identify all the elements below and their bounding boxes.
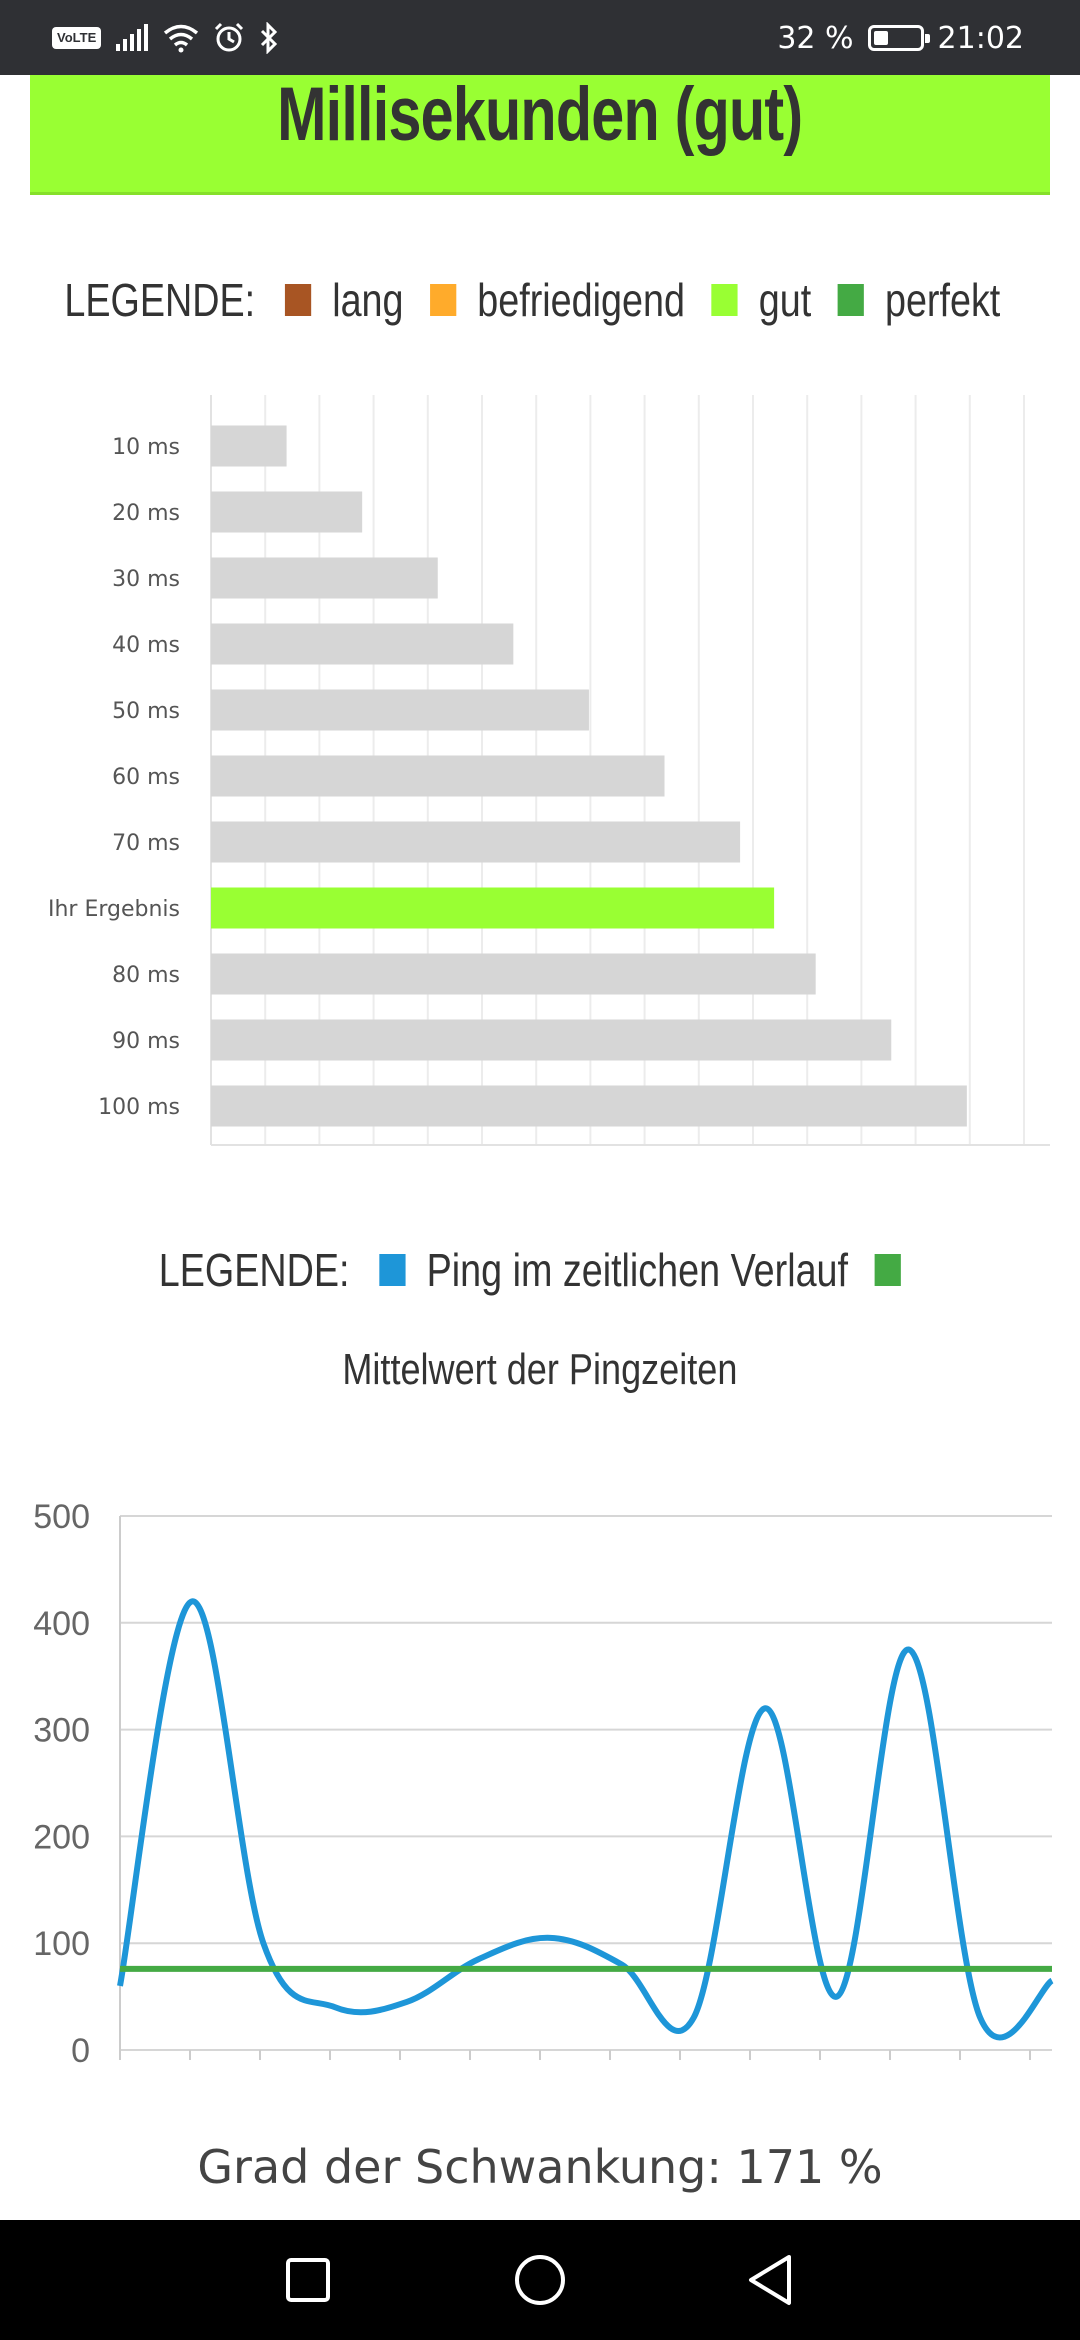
bar-category-label: 20 ms bbox=[112, 501, 180, 526]
ping-series-line bbox=[117, 1598, 1054, 2041]
alarm-icon bbox=[215, 22, 244, 52]
bar-category-label: 10 ms bbox=[112, 435, 180, 460]
bar-category-label: 80 ms bbox=[112, 963, 180, 988]
bar bbox=[211, 425, 287, 467]
legend2-swatch-1 bbox=[873, 1254, 901, 1286]
legend1-swatch-2 bbox=[711, 284, 738, 316]
line-chart: 0 100 200 300 400 500 bbox=[0, 1460, 1080, 2080]
legend-title: LEGENDE: bbox=[158, 1244, 350, 1296]
bar bbox=[211, 491, 363, 533]
bar bbox=[211, 1019, 892, 1061]
bar-chart-legend: LEGENDE: lang befriedigend gut perfekt bbox=[0, 265, 1080, 335]
status-icons-left: VoLTE bbox=[52, 18, 279, 58]
legend2-label-0: Ping im zeitlichen Verlauf bbox=[426, 1244, 848, 1296]
recent-apps-button[interactable] bbox=[278, 2250, 338, 2310]
bar-chart-legend-items: LEGENDE: lang befriedigend gut perfekt bbox=[65, 273, 1016, 327]
legend1-label-1: befriedigend bbox=[477, 274, 686, 326]
legend1-swatch-0 bbox=[284, 284, 312, 316]
result-banner: Millisekunden (gut) bbox=[30, 75, 1050, 195]
legend-title: LEGENDE: bbox=[64, 274, 256, 326]
bar-chart-svg: 10 ms 20 ms 30 ms 40 ms 50 ms 60 ms 70 ms Ihr E… bbox=[48, 395, 1050, 1146]
status-bar: VoLTE 32 % 21:02 bbox=[0, 0, 1080, 75]
y-tick-label: 300 bbox=[33, 1712, 90, 1750]
legend2-swatch-0 bbox=[378, 1254, 405, 1286]
bar bbox=[211, 1085, 967, 1127]
triangle-back-icon bbox=[749, 2255, 791, 2305]
bar-category-label: 50 ms bbox=[112, 699, 180, 724]
back-button[interactable] bbox=[740, 2250, 800, 2310]
status-icons-right: 32 % 21:02 bbox=[777, 18, 1024, 58]
bar-category-label: 100 ms bbox=[98, 1095, 180, 1120]
bar bbox=[211, 689, 589, 731]
y-tick-label: 200 bbox=[33, 1818, 90, 1856]
line-chart-title-text: Mittelwert der Pingzeiten bbox=[342, 1345, 738, 1394]
bar-category-label: 40 ms bbox=[112, 633, 180, 658]
line-chart-legend-items: LEGENDE: Ping im zeitlichen Verlauf bbox=[158, 1243, 921, 1297]
navigation-bar bbox=[0, 2220, 1080, 2340]
line-chart-legend: LEGENDE: Ping im zeitlichen Verlauf bbox=[0, 1235, 1080, 1305]
wifi-icon bbox=[164, 24, 199, 53]
y-tick-label: 400 bbox=[33, 1605, 90, 1643]
bar-category-label: 70 ms bbox=[112, 831, 180, 856]
legend1-label-0: lang bbox=[332, 274, 404, 326]
y-tick-label: 100 bbox=[33, 1925, 90, 1963]
line-chart-svg: 0 100 200 300 400 500 bbox=[33, 1498, 1054, 2070]
battery-percent: 32 % bbox=[777, 20, 854, 56]
home-button[interactable] bbox=[510, 2250, 570, 2310]
circle-icon bbox=[515, 2255, 565, 2305]
clock: 21:02 bbox=[937, 20, 1024, 56]
bluetooth-icon bbox=[261, 22, 278, 54]
y-tick-label: 500 bbox=[33, 1498, 90, 1536]
square-icon bbox=[286, 2258, 330, 2302]
legend1-label-2: gut bbox=[759, 274, 812, 326]
bar-category-label: 30 ms bbox=[112, 567, 180, 592]
bar-chart: 10 ms 20 ms 30 ms 40 ms 50 ms 60 ms 70 ms Ihr E… bbox=[0, 395, 1080, 1155]
fluctuation-text: Grad der Schwankung: 171 % bbox=[197, 2140, 883, 2194]
bar bbox=[211, 821, 741, 863]
bar bbox=[211, 623, 514, 665]
bar-category-label: Ihr Ergebnis bbox=[48, 897, 180, 922]
banner-title: Millisekunden (gut) bbox=[277, 75, 803, 157]
bar bbox=[211, 887, 775, 929]
legend1-label-3: perfekt bbox=[885, 274, 1001, 326]
bar bbox=[211, 953, 816, 995]
bar bbox=[211, 755, 665, 797]
battery-icon bbox=[867, 25, 930, 51]
signal-icon bbox=[116, 24, 149, 51]
legend1-swatch-1 bbox=[430, 284, 457, 316]
battery-level-fill bbox=[873, 31, 888, 45]
y-tick-label: 0 bbox=[71, 2032, 90, 2070]
bar-category-label: 60 ms bbox=[112, 765, 180, 790]
line-chart-title: Mittelwert der Pingzeiten bbox=[0, 1345, 1080, 1395]
bar bbox=[211, 557, 438, 599]
volte-icon: VoLTE bbox=[52, 27, 102, 49]
legend1-swatch-3 bbox=[837, 284, 864, 316]
bar-category-label: 90 ms bbox=[112, 1029, 180, 1054]
